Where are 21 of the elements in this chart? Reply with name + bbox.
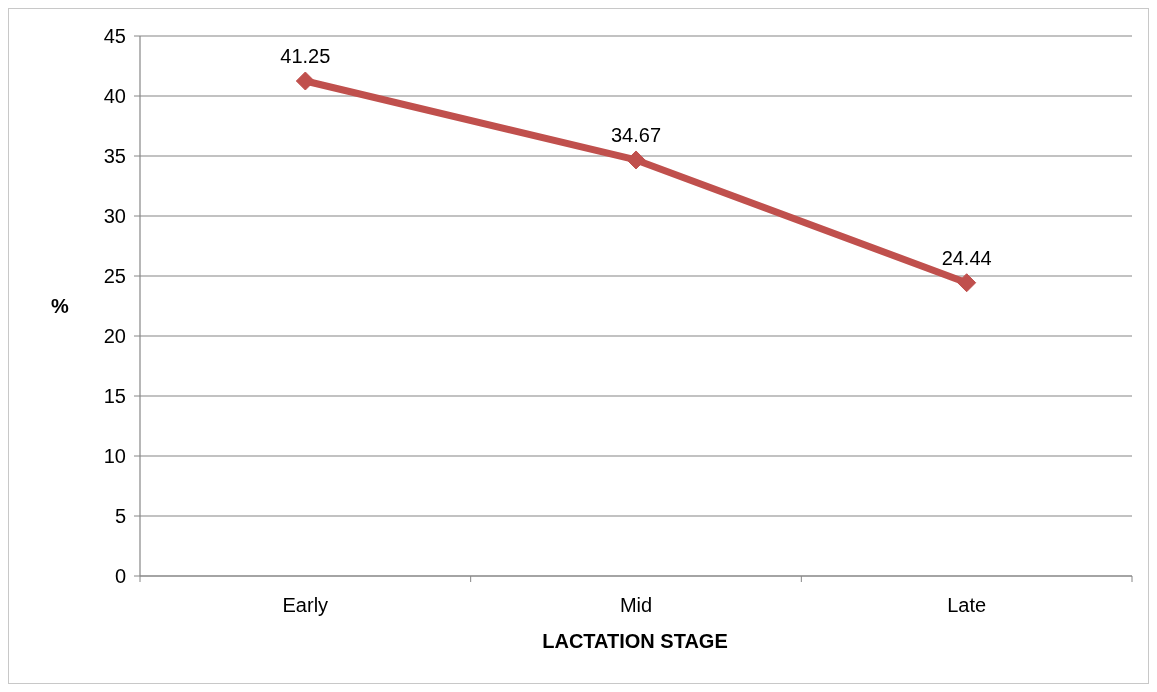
point: [295, 71, 315, 91]
y-tick-label: 25: [103, 265, 126, 287]
point: [957, 273, 977, 293]
point: [626, 150, 646, 170]
y-tick-label: 5: [114, 505, 126, 527]
y-tick-label: 45: [103, 25, 126, 47]
x-axis-title: LACTATION STAGE: [542, 630, 728, 652]
x-tick-label: Early: [282, 594, 329, 616]
y-axis-title: %: [51, 295, 70, 317]
y-tick-label: 30: [103, 205, 126, 227]
y-tick-label: 0: [114, 565, 126, 587]
y-tick-label: 35: [103, 145, 126, 167]
y-tick-label: 10: [103, 445, 126, 467]
data-label: 24.44: [941, 246, 992, 269]
y-tick-label: 20: [103, 325, 126, 347]
data-label: 34.67: [610, 123, 662, 146]
x-tick-label: Late: [947, 594, 987, 616]
x-tick-label: Mid: [619, 594, 653, 616]
y-tick-label: 15: [103, 385, 126, 407]
data-label: 41.25: [280, 45, 331, 67]
y-tick-label: 40: [103, 85, 126, 107]
